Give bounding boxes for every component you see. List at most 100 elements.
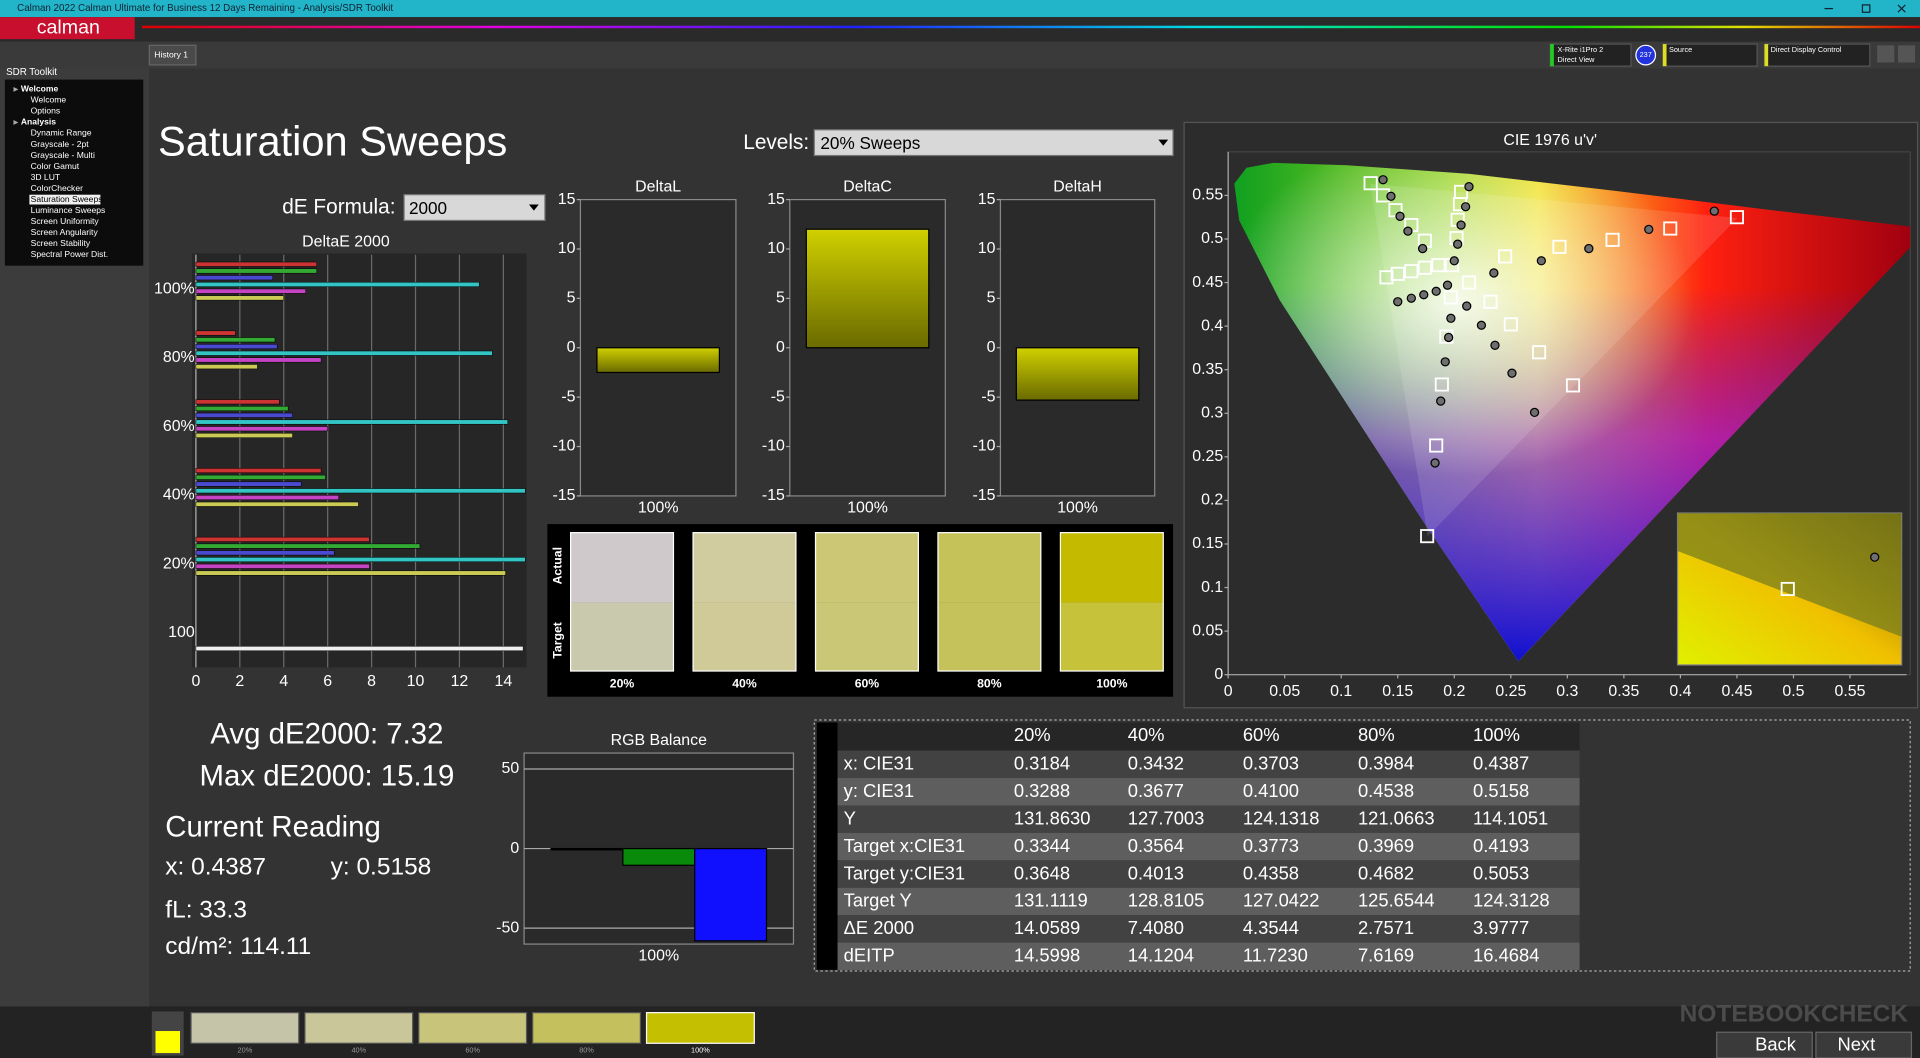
measured-point [1393, 297, 1403, 307]
table-cell: 0.3703 [1243, 753, 1299, 774]
sidebar-item[interactable]: Options [31, 106, 61, 116]
dropdown-arrow [528, 204, 539, 211]
next-label: Next [1837, 1034, 1875, 1055]
target-point [1461, 275, 1477, 290]
table-cell: 0.4358 [1243, 862, 1299, 883]
gamut-horseshoe [1234, 162, 1911, 662]
reading-x: x: 0.4387 [165, 854, 266, 881]
swatch-border [1059, 532, 1164, 672]
x-tick-label: 6 [323, 673, 332, 690]
logo-box[interactable] [0, 17, 135, 40]
x-tick-label: 100% [847, 499, 888, 516]
thumbnail[interactable] [418, 1012, 528, 1044]
actual-label: Actual [551, 547, 565, 584]
table-header: 100% [1473, 724, 1520, 745]
y-tick-label: 0 [776, 339, 785, 356]
y-tick-label: 0.25 [1192, 448, 1223, 465]
tab[interactable] [148, 44, 197, 66]
bar [195, 419, 508, 425]
measured-point [1440, 357, 1450, 367]
tree-toggle [13, 120, 19, 125]
bar [195, 495, 339, 500]
meter-status [1550, 44, 1554, 67]
sidebar-item[interactable]: Spectral Power Dist. [31, 249, 109, 259]
sidebar-item[interactable]: Grayscale - Multi [31, 150, 95, 160]
y-tick-label: -5 [981, 388, 995, 405]
y-tick-label: 15 [558, 191, 576, 208]
measured-point [1464, 182, 1474, 192]
thumbnail[interactable] [532, 1012, 642, 1044]
measured-point [1709, 206, 1719, 216]
table-row-bg [837, 778, 1580, 806]
measured-point [1489, 268, 1499, 278]
table-cell: 0.4538 [1358, 780, 1414, 801]
table-cell: 0.3984 [1358, 753, 1414, 774]
back-button[interactable] [1716, 1031, 1813, 1058]
sidebar-item[interactable]: Welcome [31, 95, 67, 105]
swatch-label: 20% [610, 677, 635, 691]
chart-title: DeltaH [1053, 179, 1102, 196]
sidebar-item[interactable]: Dynamic Range [31, 128, 92, 138]
formula-label: dE Formula: [282, 196, 395, 219]
title-bar [0, 0, 1920, 18]
settings-button[interactable] [1877, 45, 1895, 63]
target-point [1565, 378, 1581, 393]
sidebar-item[interactable]: 3D LUT [31, 172, 61, 182]
thumbnail[interactable] [645, 1012, 755, 1044]
measured-point [1490, 340, 1500, 350]
bar [195, 337, 276, 343]
options-button[interactable] [1897, 45, 1916, 63]
y-tick-label: 0.35 [1192, 361, 1223, 378]
cie-inset [1676, 512, 1903, 666]
levels-value: 20% Sweeps [820, 133, 920, 153]
sidebar-item[interactable]: Screen Uniformity [31, 216, 100, 226]
meter-badge-circle[interactable] [1635, 44, 1657, 66]
actual-swatch [570, 532, 674, 603]
source-status [1662, 44, 1667, 67]
thumbnail[interactable] [304, 1012, 414, 1044]
formula-dropdown[interactable] [403, 194, 546, 222]
y-tick-label: 0.2 [1201, 492, 1223, 509]
bar [694, 847, 768, 942]
table-cell: 131.8630 [1014, 807, 1091, 828]
table-row-label: dEITP [844, 945, 895, 966]
target-swatch [1060, 602, 1164, 672]
table-cell: 114.1051 [1473, 807, 1548, 828]
measured-point [1456, 220, 1466, 230]
sidebar-item[interactable]: Saturation Sweeps [31, 194, 103, 204]
thumbnail-label: 60% [465, 1046, 480, 1055]
back-label: Back [1755, 1034, 1797, 1055]
swatch-border [692, 532, 797, 672]
y-tick-label: 0.5 [1201, 230, 1223, 247]
bar [195, 406, 289, 411]
window-controls[interactable] [1824, 4, 1906, 13]
measured-point [1430, 458, 1440, 468]
x-tick-label: 4 [279, 673, 288, 690]
sidebar-item[interactable]: Color Gamut [31, 161, 80, 171]
sidebar-item[interactable]: Luminance Sweeps [31, 205, 106, 215]
sidebar-item[interactable]: Screen Stability [31, 238, 91, 248]
bar [195, 350, 493, 356]
y-tick-label: -15 [553, 487, 576, 504]
y-tick-label: -5 [771, 388, 785, 405]
x-tick-label: 0.35 [1608, 683, 1639, 700]
target-point [1404, 264, 1419, 279]
bar [195, 275, 274, 281]
table-cell: 7.6169 [1358, 945, 1414, 966]
table-cell: 0.4100 [1243, 780, 1299, 801]
sidebar-item[interactable]: Grayscale - 2pt [31, 139, 90, 149]
target-point [1552, 239, 1567, 254]
sidebar-item[interactable]: Screen Angularity [31, 227, 99, 237]
bar [550, 847, 624, 851]
target-point [1379, 270, 1394, 285]
sidebar-group[interactable]: Welcome [21, 84, 59, 94]
sidebar-group[interactable]: Analysis [21, 117, 56, 127]
reading-fl: fL: 33.3 [165, 896, 247, 923]
sidebar-item[interactable]: ColorChecker [31, 183, 83, 193]
reading-cd: cd/m²: 114.11 [165, 933, 311, 960]
y-tick-label: 5 [776, 290, 785, 307]
thumbnail[interactable] [190, 1012, 300, 1044]
tab-bar [0, 41, 1920, 69]
x-tick-label: 0.45 [1721, 683, 1752, 700]
levels-dropdown[interactable] [813, 129, 1174, 157]
